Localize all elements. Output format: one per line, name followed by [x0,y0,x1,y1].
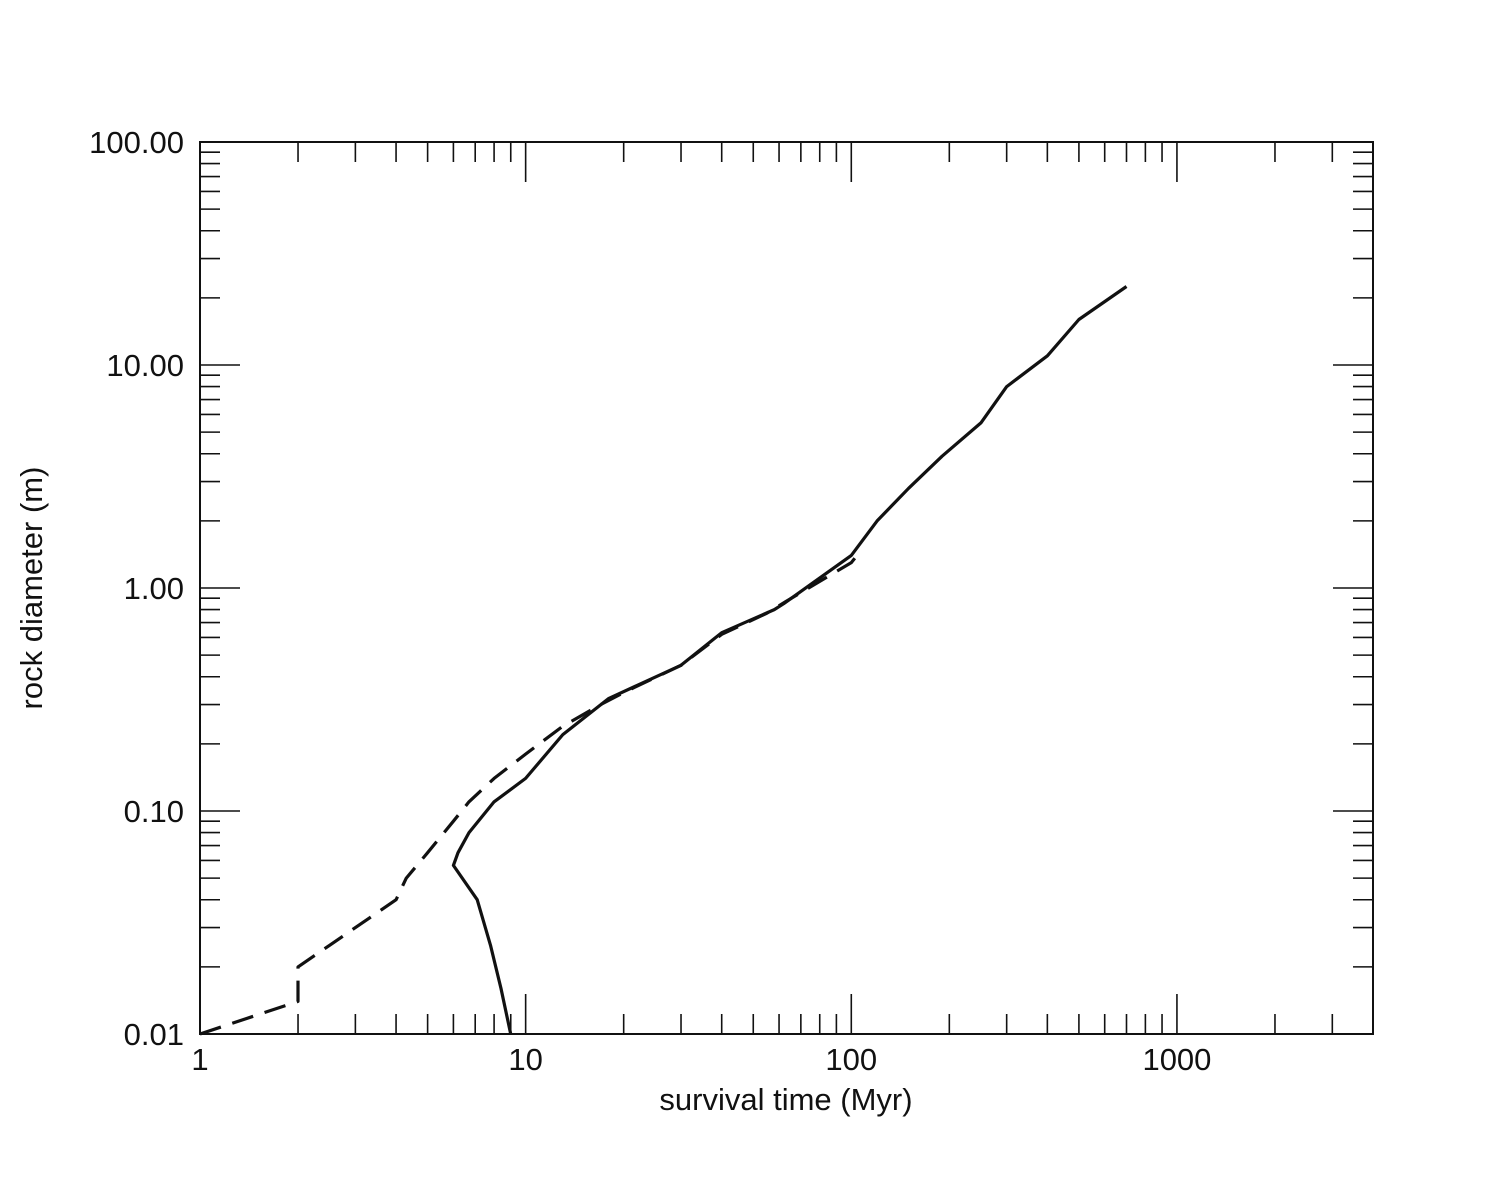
y-tick-label: 0.10 [124,794,184,829]
ticks-layer [199,141,1374,1035]
y-tick-label: 0.01 [124,1017,184,1052]
plot-frame [199,141,1374,1035]
dashed-series-line [199,552,860,1036]
x-tick-label: 10 [508,1042,542,1077]
y-tick-label: 100.00 [89,125,184,160]
x-axis-title: survival time (Myr) [659,1082,912,1117]
series-layer [199,285,1128,1036]
y-axis-title: rock diameter (m) [14,467,49,710]
solid-series-line [451,285,1128,1035]
x-tick-label: 1000 [1142,1042,1211,1077]
tick-labels: 1 10 100 1000 0.01 0.10 1.00 10.00 100.00 [89,125,1211,1077]
x-tick-label: 1 [191,1042,208,1077]
y-tick-label: 10.00 [106,348,184,383]
x-tick-label: 100 [825,1042,877,1077]
y-tick-label: 1.00 [124,571,184,606]
